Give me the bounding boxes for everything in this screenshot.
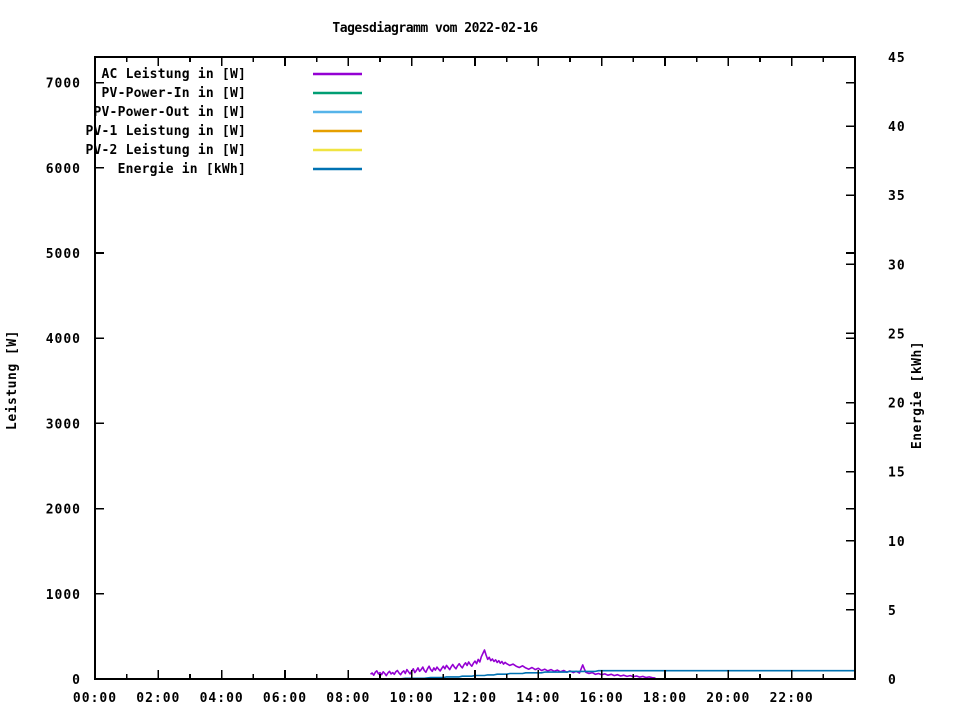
y1-tick-label: 1000 bbox=[46, 588, 81, 603]
legend-label-pv1: PV-1 Leistung in [W] bbox=[85, 124, 246, 139]
legend-label-energie: Energie in [kWh] bbox=[118, 162, 246, 177]
x-tick-label: 00:00 bbox=[73, 691, 117, 706]
y2-tick-label: 0 bbox=[888, 673, 897, 688]
legend-label-pv2: PV-2 Leistung in [W] bbox=[85, 143, 246, 158]
y2-tick-label: 25 bbox=[888, 327, 906, 342]
y2-tick-label: 10 bbox=[888, 535, 906, 550]
x-tick-label: 02:00 bbox=[136, 691, 180, 706]
legend: AC Leistung in [W] PV-Power-In in [W] PV-P… bbox=[85, 67, 362, 177]
left-axis-label: Leistung [W] bbox=[5, 330, 20, 430]
x-tick-label: 12:00 bbox=[453, 691, 497, 706]
y1-tick-label: 0 bbox=[72, 673, 81, 688]
right-axis-label: Energie [kWh] bbox=[910, 341, 925, 449]
y1-tick-label: 2000 bbox=[46, 503, 81, 518]
chart-title: Tagesdiagramm vom 2022-02-16 bbox=[332, 21, 538, 36]
y2-tick-label: 20 bbox=[888, 397, 906, 412]
y2-tick-label: 35 bbox=[888, 189, 906, 204]
y1-tick-label: 6000 bbox=[46, 162, 81, 177]
x-tick-label: 22:00 bbox=[770, 691, 814, 706]
x-tick-label: 20:00 bbox=[706, 691, 750, 706]
y1-tick-label: 5000 bbox=[46, 247, 81, 262]
y1-tick-label: 4000 bbox=[46, 332, 81, 347]
x-tick-label: 06:00 bbox=[263, 691, 307, 706]
y1-tick-label: 3000 bbox=[46, 417, 81, 432]
legend-label-pv-out: PV-Power-Out in [W] bbox=[93, 105, 246, 120]
y2-tick-label: 45 bbox=[888, 51, 906, 66]
y2-tick-label: 30 bbox=[888, 258, 906, 273]
legend-label-pv-in: PV-Power-In in [W] bbox=[102, 86, 246, 101]
x-tick-label: 14:00 bbox=[516, 691, 560, 706]
y1-tick-label: 7000 bbox=[46, 77, 81, 92]
x-tick-label: 10:00 bbox=[390, 691, 434, 706]
x-tick-label: 04:00 bbox=[200, 691, 244, 706]
x-tick-label: 08:00 bbox=[326, 691, 370, 706]
x-tick-label: 16:00 bbox=[580, 691, 624, 706]
y2-tick-label: 15 bbox=[888, 466, 906, 481]
legend-label-ac: AC Leistung in [W] bbox=[102, 67, 246, 82]
x-tick-label: 18:00 bbox=[643, 691, 687, 706]
tick-label-layer: 00:00 02:00 04:00 06:00 08:00 10:00 12:00 14:00… bbox=[46, 51, 906, 706]
y2-tick-label: 5 bbox=[888, 604, 897, 619]
y2-tick-label: 40 bbox=[888, 120, 906, 135]
series-line-energie bbox=[370, 669, 855, 680]
axes-frame-layer bbox=[94, 56, 856, 680]
